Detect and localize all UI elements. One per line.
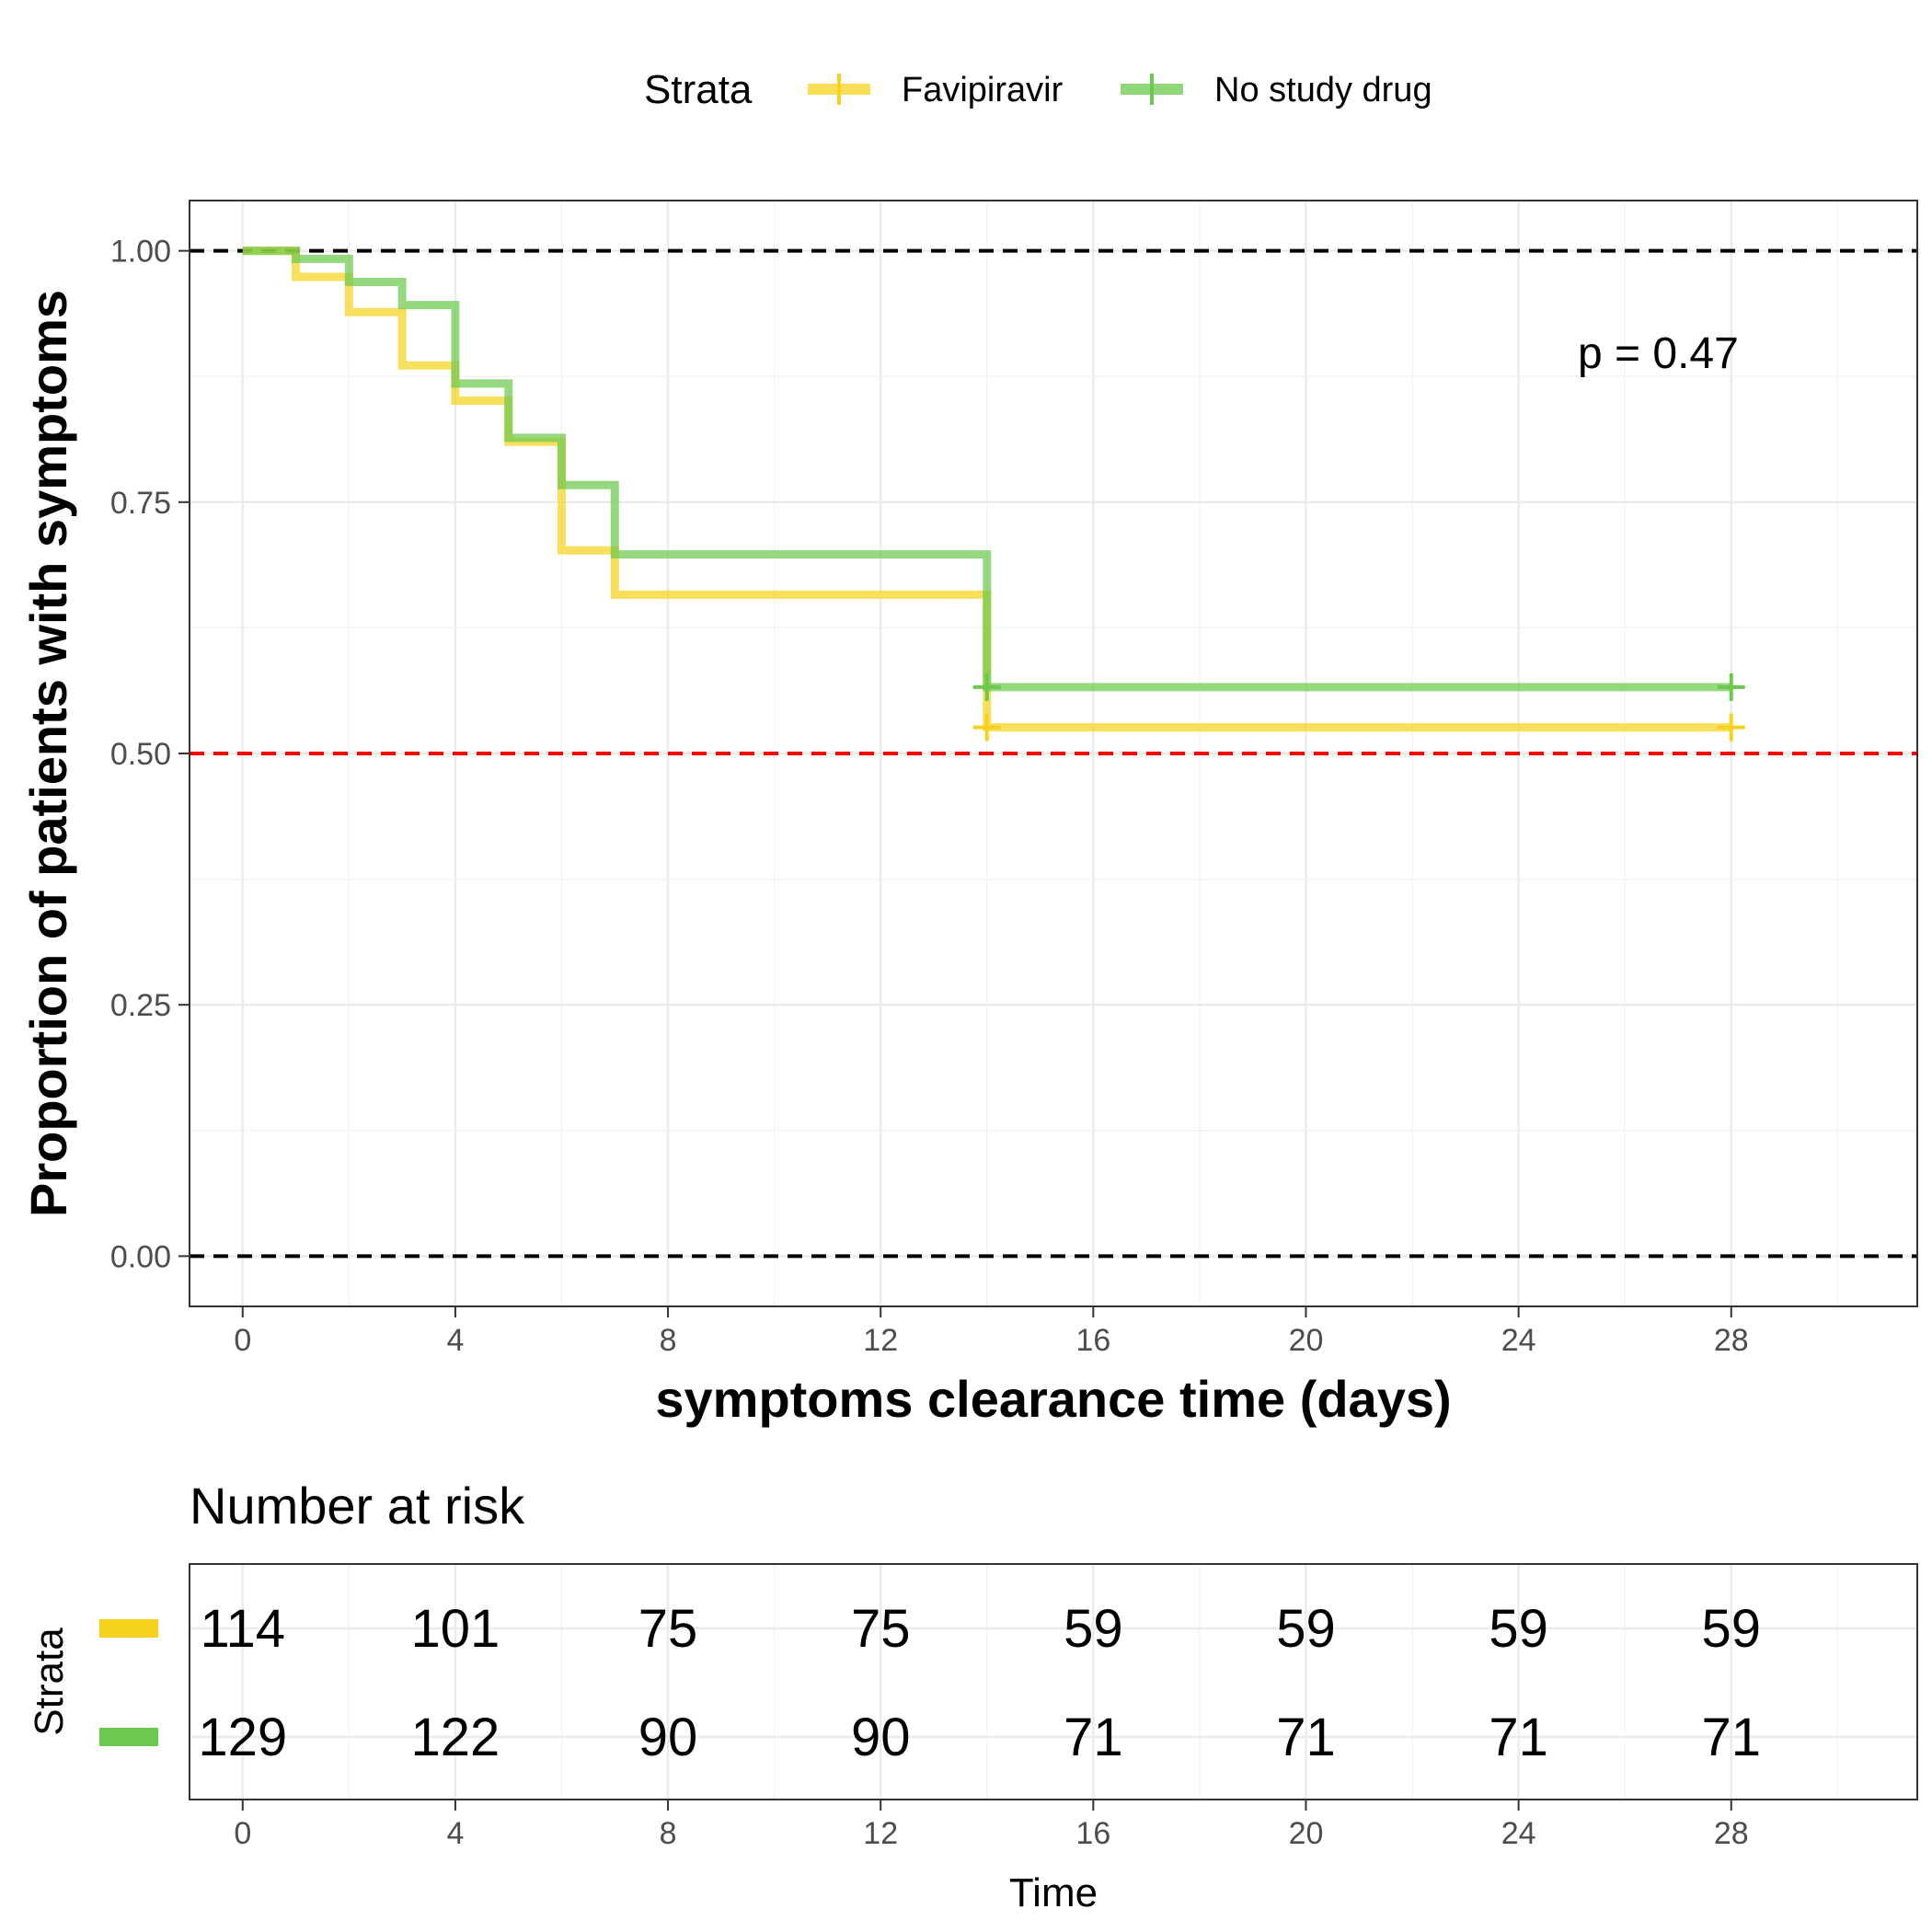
risk-table: Number at risk 114 101 75 75 59 59 59 59 129 122 9… xyxy=(27,1477,1918,1915)
axis-ticks: 0 4 8 12 16 20 24 28 0.00 0.25 0.50 0.75 1.00 xyxy=(110,235,1749,1358)
risk-cell: 90 xyxy=(851,1708,911,1767)
y-tick-label: 0.50 xyxy=(110,737,171,772)
survival-curves xyxy=(242,247,1745,742)
x-tick-label: 16 xyxy=(1075,1323,1110,1358)
risk-cell: 59 xyxy=(1276,1599,1336,1659)
risk-row-key-favipiravir xyxy=(99,1619,158,1638)
risk-x-tick-label: 8 xyxy=(660,1816,677,1851)
y-tick-label: 0.00 xyxy=(110,1239,171,1274)
survival-curve-favipiravir xyxy=(242,247,1731,732)
p-value-annotation: p = 0.47 xyxy=(1578,329,1739,378)
risk-cell: 75 xyxy=(638,1599,698,1659)
risk-x-tick-label: 4 xyxy=(446,1816,464,1851)
risk-cell: 71 xyxy=(1276,1708,1336,1767)
x-tick-label: 12 xyxy=(863,1323,898,1358)
risk-cell: 59 xyxy=(1489,1599,1548,1659)
risk-table-y-title: Strata xyxy=(27,1627,72,1736)
risk-x-tick-label: 0 xyxy=(234,1816,251,1851)
risk-x-tick-label: 24 xyxy=(1501,1816,1536,1851)
survival-curve-no-study-drug xyxy=(242,247,1731,692)
reference-lines xyxy=(190,248,1917,1259)
risk-cell: 75 xyxy=(851,1599,911,1659)
risk-table-gridlines xyxy=(190,1564,1917,1800)
risk-row-key-no-study-drug xyxy=(99,1728,158,1746)
risk-cell: 114 xyxy=(201,1599,285,1659)
legend-key-no-study-drug xyxy=(1121,74,1183,105)
risk-table-border xyxy=(189,1563,1918,1800)
x-tick-label: 24 xyxy=(1501,1323,1536,1358)
risk-cell: 71 xyxy=(1489,1708,1548,1767)
legend-label-favipiravir: Favipiravir xyxy=(902,71,1064,109)
legend-label-no-study-drug: No study drug xyxy=(1214,71,1432,109)
x-tick-label: 4 xyxy=(446,1323,464,1358)
risk-cell: 59 xyxy=(1701,1599,1761,1659)
risk-cell: 59 xyxy=(1064,1599,1123,1659)
x-axis-title: symptoms clearance time (days) xyxy=(655,1370,1451,1428)
risk-cell: 122 xyxy=(411,1708,500,1767)
risk-cell: 101 xyxy=(411,1599,500,1659)
risk-x-tick-label: 20 xyxy=(1289,1816,1324,1851)
km-plot-panel: 0 4 8 12 16 20 24 28 0.00 0.25 0.50 0.75 1.00 p = 0.… xyxy=(19,200,1918,1428)
risk-cell: 71 xyxy=(1701,1708,1761,1767)
risk-x-tick-label: 28 xyxy=(1714,1816,1749,1851)
risk-cell: 129 xyxy=(198,1708,287,1767)
risk-x-tick-label: 16 xyxy=(1075,1816,1110,1851)
legend-title: Strata xyxy=(644,67,753,112)
risk-table-title: Number at risk xyxy=(190,1477,525,1535)
y-tick-label: 1.00 xyxy=(110,235,171,270)
risk-table-x-title: Time xyxy=(1009,1870,1098,1915)
risk-table-ticks: 0 4 8 12 16 20 24 28 xyxy=(234,1800,1749,1851)
x-tick-label: 28 xyxy=(1714,1323,1749,1358)
y-tick-label: 0.75 xyxy=(110,486,171,521)
risk-cell: 71 xyxy=(1064,1708,1123,1767)
risk-x-tick-label: 12 xyxy=(863,1816,898,1851)
legend: Strata Favipiravir No study drug xyxy=(644,67,1432,112)
risk-table-cells: 114 101 75 75 59 59 59 59 129 122 90 90 71 71 71 71 xyxy=(198,1599,1761,1767)
x-tick-label: 8 xyxy=(660,1323,677,1358)
x-tick-label: 0 xyxy=(234,1323,251,1358)
y-axis-title: Proportion of patients with symptoms xyxy=(19,290,77,1217)
x-tick-label: 20 xyxy=(1289,1323,1324,1358)
y-tick-label: 0.25 xyxy=(110,988,171,1023)
legend-key-favipiravir xyxy=(808,74,870,105)
risk-cell: 90 xyxy=(638,1708,698,1767)
